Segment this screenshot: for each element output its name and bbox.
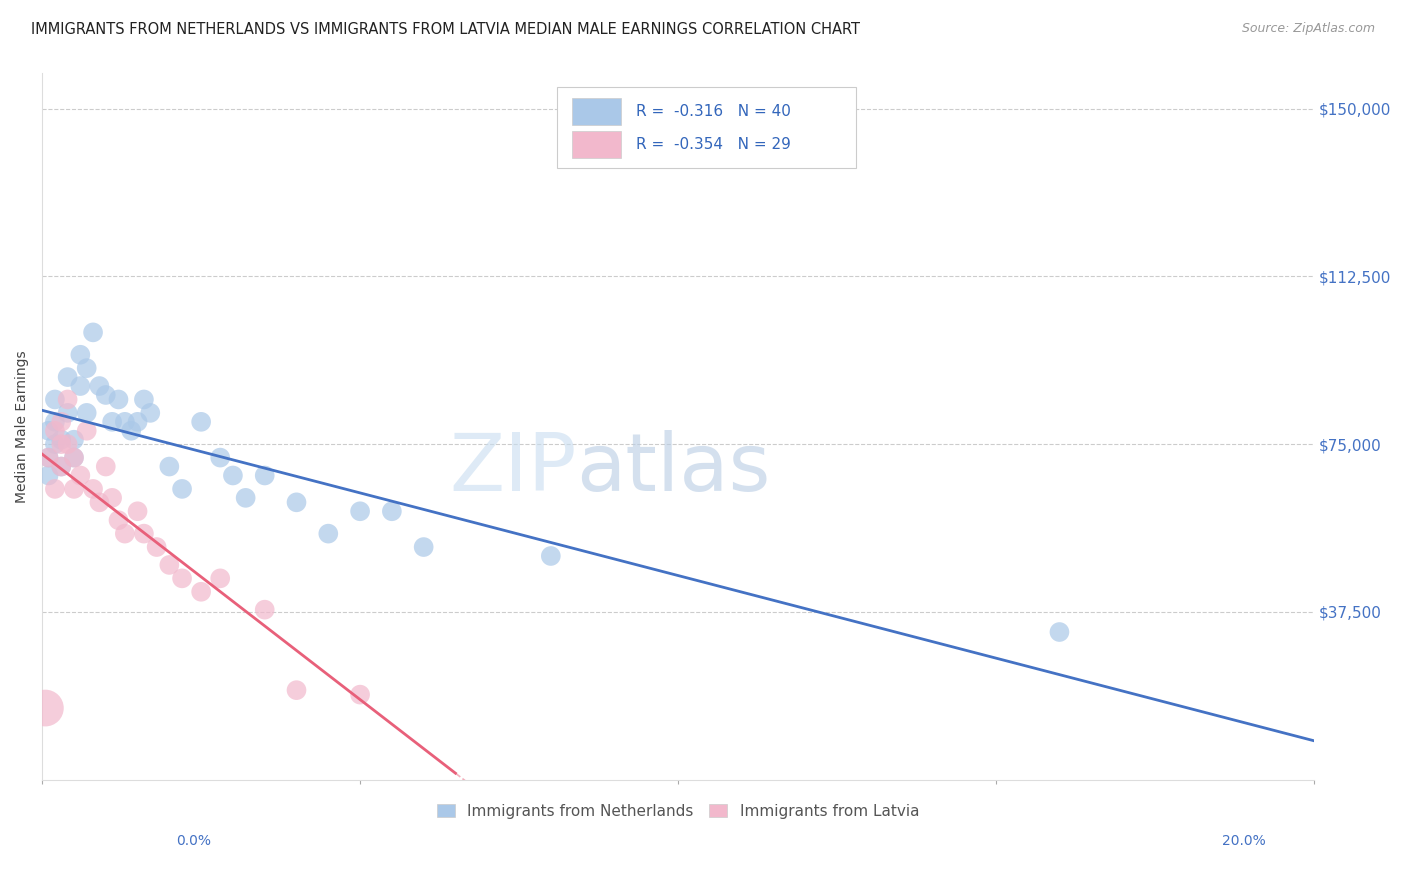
Point bbox=[76, 406, 98, 420]
Text: Source: ZipAtlas.com: Source: ZipAtlas.com bbox=[1241, 22, 1375, 36]
Point bbox=[139, 406, 162, 420]
Point bbox=[56, 370, 79, 384]
Legend: Immigrants from Netherlands, Immigrants from Latvia: Immigrants from Netherlands, Immigrants … bbox=[430, 797, 925, 825]
Point bbox=[56, 437, 79, 451]
Point bbox=[38, 450, 60, 465]
Point bbox=[44, 415, 66, 429]
Point bbox=[209, 450, 232, 465]
Point bbox=[76, 424, 98, 438]
Point bbox=[38, 468, 60, 483]
FancyBboxPatch shape bbox=[572, 131, 621, 158]
Point bbox=[44, 482, 66, 496]
Point bbox=[190, 415, 212, 429]
Point bbox=[1049, 625, 1071, 640]
Text: R =  -0.316   N = 40: R = -0.316 N = 40 bbox=[636, 103, 792, 119]
Point bbox=[44, 437, 66, 451]
Point bbox=[316, 526, 339, 541]
Point bbox=[253, 602, 276, 616]
Point bbox=[63, 450, 86, 465]
Point bbox=[69, 468, 91, 483]
Point bbox=[101, 415, 124, 429]
Point bbox=[107, 513, 129, 527]
Point bbox=[51, 415, 73, 429]
Point bbox=[114, 415, 136, 429]
FancyBboxPatch shape bbox=[557, 87, 856, 169]
Point bbox=[69, 348, 91, 362]
Point bbox=[190, 584, 212, 599]
Text: 20.0%: 20.0% bbox=[1222, 834, 1265, 848]
Point bbox=[38, 450, 60, 465]
Point bbox=[145, 540, 167, 554]
Point bbox=[170, 571, 193, 585]
Point bbox=[51, 459, 73, 474]
Point bbox=[285, 683, 308, 698]
Text: ZIP: ZIP bbox=[449, 430, 576, 508]
Point bbox=[127, 415, 149, 429]
Point bbox=[170, 482, 193, 496]
Point bbox=[94, 459, 117, 474]
Point bbox=[253, 468, 276, 483]
Point bbox=[82, 482, 104, 496]
Point bbox=[44, 392, 66, 407]
Point bbox=[120, 424, 142, 438]
Point bbox=[63, 450, 86, 465]
Point bbox=[34, 701, 56, 715]
Point bbox=[63, 482, 86, 496]
Text: IMMIGRANTS FROM NETHERLANDS VS IMMIGRANTS FROM LATVIA MEDIAN MALE EARNINGS CORRE: IMMIGRANTS FROM NETHERLANDS VS IMMIGRANT… bbox=[31, 22, 860, 37]
Point bbox=[157, 459, 180, 474]
Point bbox=[56, 392, 79, 407]
Point bbox=[76, 361, 98, 376]
Point bbox=[114, 526, 136, 541]
Point bbox=[89, 379, 111, 393]
Point bbox=[44, 424, 66, 438]
Point bbox=[412, 540, 434, 554]
Point bbox=[127, 504, 149, 518]
Point bbox=[38, 424, 60, 438]
Text: atlas: atlas bbox=[576, 430, 770, 508]
Text: 0.0%: 0.0% bbox=[176, 834, 211, 848]
Point bbox=[157, 558, 180, 572]
Point bbox=[51, 459, 73, 474]
FancyBboxPatch shape bbox=[572, 98, 621, 125]
Point bbox=[51, 437, 73, 451]
Point bbox=[285, 495, 308, 509]
Point bbox=[51, 433, 73, 447]
Point bbox=[132, 392, 155, 407]
Point bbox=[89, 495, 111, 509]
Point bbox=[540, 549, 562, 563]
Point bbox=[56, 406, 79, 420]
Point bbox=[94, 388, 117, 402]
Point bbox=[132, 526, 155, 541]
Point bbox=[222, 468, 245, 483]
Point bbox=[82, 326, 104, 340]
Text: R =  -0.354   N = 29: R = -0.354 N = 29 bbox=[636, 136, 792, 152]
Point bbox=[101, 491, 124, 505]
Point bbox=[349, 504, 371, 518]
Point bbox=[209, 571, 232, 585]
Point bbox=[349, 688, 371, 702]
Point bbox=[235, 491, 257, 505]
Point bbox=[107, 392, 129, 407]
Point bbox=[69, 379, 91, 393]
Y-axis label: Median Male Earnings: Median Male Earnings bbox=[15, 350, 30, 502]
Point bbox=[381, 504, 404, 518]
Point bbox=[63, 433, 86, 447]
